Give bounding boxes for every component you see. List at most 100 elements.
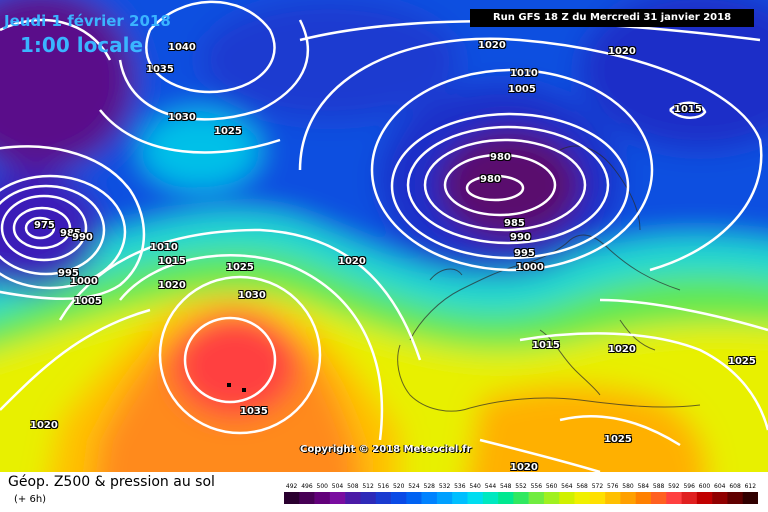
isobar-label: 1025: [214, 126, 242, 137]
isobar-label: 980: [490, 152, 511, 163]
legend-label: 552: [515, 483, 527, 490]
isobar-label: 1010: [150, 242, 178, 253]
product-title: Géop. Z500 & pression au sol: [8, 474, 215, 490]
legend-label: 532: [439, 483, 451, 490]
legend-label: 548: [500, 483, 512, 490]
map-time: 1:00 locale: [20, 33, 144, 57]
isobar-label: 1005: [508, 84, 536, 95]
legend-swatch: [498, 492, 514, 504]
map-footer: Géop. Z500 & pression au sol (+ 6h) 492 4…: [0, 472, 768, 512]
legend-label: 524: [408, 483, 420, 490]
legend-swatch: [650, 492, 667, 504]
legend-swatch: [559, 492, 575, 504]
isobar-label: 1025: [226, 262, 254, 273]
isobar-label: 1015: [674, 104, 702, 115]
legend-label: 500: [317, 483, 329, 490]
isobar-label: 1015: [158, 256, 186, 267]
legend-label: 504: [332, 483, 344, 490]
legend-swatch: [436, 492, 453, 504]
isobar-label: 1000: [516, 262, 544, 273]
map-date: Jeudi 1 février 2018: [4, 12, 171, 30]
isobar-label: 995: [514, 248, 535, 259]
isobar-label: 1020: [478, 40, 506, 51]
isobar-label: 1020: [30, 420, 58, 431]
legend-label: 544: [485, 483, 497, 490]
isobar-label: 985: [60, 228, 81, 239]
legend-label: 528: [424, 483, 436, 490]
legend-label: 600: [699, 483, 711, 490]
isobar-label: 1020: [608, 344, 636, 355]
legend-swatch: [574, 492, 591, 504]
legend-label: 608: [729, 483, 741, 490]
isobar-label: 995: [58, 268, 79, 279]
isobar-label: 985: [504, 218, 525, 229]
color-legend: [284, 492, 758, 504]
legend-label: 572: [592, 483, 604, 490]
legend-swatch: [345, 492, 361, 504]
legend-label: 604: [714, 483, 726, 490]
legend-swatch: [452, 492, 468, 504]
legend-label: 508: [347, 483, 359, 490]
legend-label: 568: [576, 483, 588, 490]
legend-swatch: [360, 492, 377, 504]
isobar-label: 1020: [158, 280, 186, 291]
isobar-label: 1020: [510, 462, 538, 473]
isobar-label: 1010: [510, 68, 538, 79]
legend-swatch: [696, 492, 713, 504]
copyright-text: Copyright © 2018 Meteociel.fr: [300, 444, 472, 455]
legend-label: 512: [362, 483, 374, 490]
legend-swatch: [712, 492, 728, 504]
legend-label: 564: [561, 483, 573, 490]
legend-swatch: [620, 492, 636, 504]
legend-swatch: [513, 492, 529, 504]
isobar-label: 1035: [240, 406, 268, 417]
legend-label: 592: [668, 483, 680, 490]
legend-swatch: [742, 492, 758, 504]
legend-swatch: [375, 492, 392, 504]
legend-swatch: [666, 492, 682, 504]
isobar-label: 980: [480, 174, 501, 185]
legend-label: 496: [301, 483, 313, 490]
legend-swatch: [727, 492, 744, 504]
legend-label: 584: [638, 483, 650, 490]
legend-swatch: [635, 492, 652, 504]
legend-swatch: [589, 492, 606, 504]
isobar-label: 1030: [168, 112, 196, 123]
isobar-label: 975: [34, 220, 55, 231]
isobar-label: 990: [510, 232, 531, 243]
legend-swatch: [284, 492, 300, 504]
isobar-label: 1005: [74, 296, 102, 307]
legend-label: 560: [546, 483, 558, 490]
isobar-label: 1025: [604, 434, 632, 445]
legend-label: 540: [469, 483, 481, 490]
legend-label: 556: [531, 483, 543, 490]
legend-label: 492: [286, 483, 298, 490]
legend-swatch: [329, 492, 346, 504]
run-info: Run GFS 18 Z du Mercredi 31 janvier 2018: [492, 12, 732, 23]
isobar-label: 1020: [338, 256, 366, 267]
legend-swatch: [681, 492, 698, 504]
isobar-label: 990: [72, 232, 93, 243]
legend-label: 536: [454, 483, 466, 490]
legend-label: 520: [393, 483, 405, 490]
run-info-box: Run GFS 18 Z du Mercredi 31 janvier 2018: [470, 9, 754, 27]
isobar-label: 1000: [70, 276, 98, 287]
forecast-step: (+ 6h): [14, 494, 47, 505]
legend-swatch: [482, 492, 499, 504]
legend-swatch: [391, 492, 407, 504]
color-legend-labels: 492 496 500 504 508 512 516 520 524 528 532 536 540 5…: [286, 483, 756, 490]
legend-swatch: [314, 492, 331, 504]
legend-label: 580: [622, 483, 634, 490]
legend-label: 516: [378, 483, 390, 490]
legend-swatch: [299, 492, 315, 504]
legend-swatch: [528, 492, 545, 504]
legend-label: 596: [683, 483, 695, 490]
legend-swatch: [467, 492, 484, 504]
isobar-label: 1040: [168, 42, 196, 53]
isobar-label: 1015: [532, 340, 560, 351]
legend-label: 576: [607, 483, 619, 490]
isobar-label: 1025: [728, 356, 756, 367]
isobar-label: 1030: [238, 290, 266, 301]
isobar-label: 1020: [608, 46, 636, 57]
